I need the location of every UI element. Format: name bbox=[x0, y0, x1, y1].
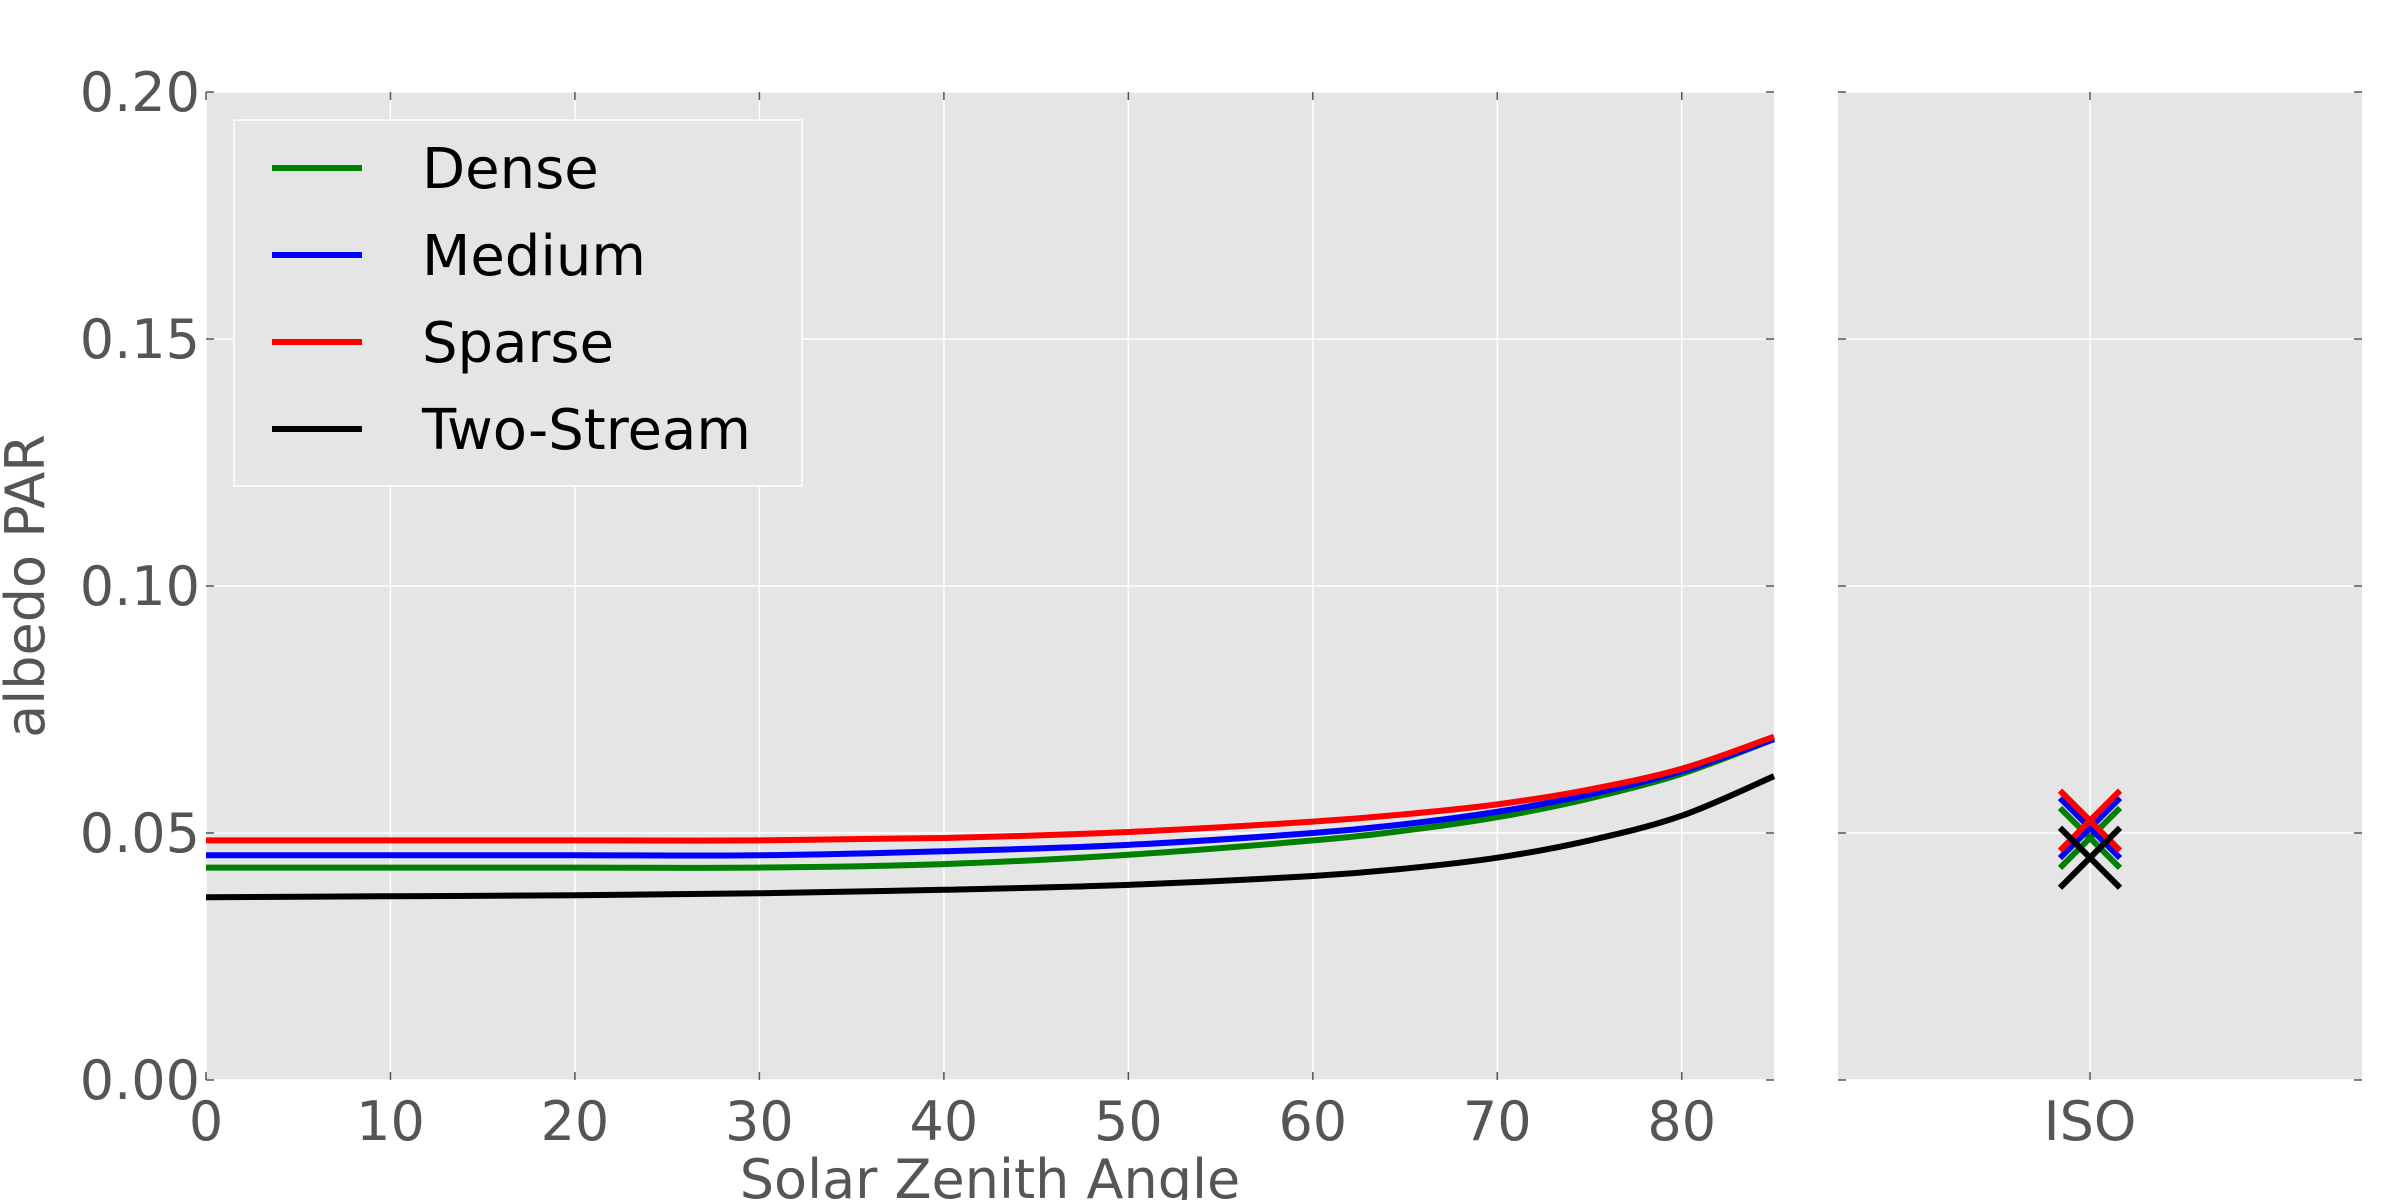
y-tick-label: 0.10 bbox=[80, 555, 200, 618]
x-tick-label: 50 bbox=[1094, 1090, 1163, 1153]
x-axis-label: Solar Zenith Angle bbox=[740, 1148, 1240, 1200]
x-tick-labels: 0 10 20 30 40 50 60 70 80 bbox=[189, 1090, 1716, 1153]
series-line-dense bbox=[206, 736, 1776, 871]
y-tick-labels: 0.00 0.05 0.10 0.15 0.20 bbox=[80, 61, 200, 1112]
legend-label-sparse: Sparse bbox=[422, 311, 614, 376]
y-tick-label: 0.05 bbox=[80, 802, 200, 865]
main-series bbox=[205, 733, 1776, 901]
iso-x-tick-label: ISO bbox=[2044, 1090, 2137, 1153]
main-plot: 0 10 20 30 40 50 60 70 80 0.00 0.05 0.10 0.15 0.20 S… bbox=[0, 61, 1776, 1200]
main-tick-marks bbox=[205, 91, 1774, 1081]
iso-markers bbox=[2057, 788, 2123, 890]
x-tick-label: 30 bbox=[725, 1090, 794, 1153]
iso-x-tick-labels: ISO bbox=[2044, 1090, 2137, 1153]
iso-marker-stroke bbox=[2057, 825, 2123, 890]
x-tick-label: 70 bbox=[1463, 1090, 1532, 1153]
series-line-medium bbox=[206, 736, 1775, 859]
iso-marker-dense bbox=[2057, 805, 2123, 871]
iso-marker-stroke bbox=[2057, 795, 2123, 861]
legend-label-medium: Medium bbox=[422, 224, 646, 289]
iso-marker-two-stream bbox=[2057, 825, 2123, 890]
y-tick-label: 0.15 bbox=[80, 308, 200, 371]
iso-marker-medium bbox=[2057, 795, 2123, 861]
x-tick-label: 0 bbox=[189, 1090, 223, 1153]
x-tick-label: 60 bbox=[1278, 1090, 1347, 1153]
series-line-two-stream bbox=[205, 773, 1776, 901]
legend-label-dense: Dense bbox=[422, 137, 599, 202]
legend: Dense Medium Sparse Two-Stream bbox=[233, 119, 803, 487]
x-tick-label: 40 bbox=[910, 1090, 979, 1153]
iso-marker-stroke bbox=[2057, 805, 2123, 871]
y-tick-label: 0.00 bbox=[80, 1049, 200, 1112]
y-tick-label: 0.20 bbox=[80, 61, 200, 124]
iso-grid bbox=[1838, 91, 2362, 1081]
series-line-sparse bbox=[206, 733, 1775, 844]
legend-label-two-stream: Two-Stream bbox=[421, 398, 751, 463]
x-tick-label: 10 bbox=[356, 1090, 425, 1153]
iso-tick-marks bbox=[1838, 91, 2362, 1081]
iso-plot: ISO bbox=[1838, 91, 2362, 1153]
y-axis-label: albedo PAR bbox=[0, 434, 57, 738]
legend-box bbox=[233, 119, 803, 487]
x-tick-label: 20 bbox=[541, 1090, 610, 1153]
x-tick-label: 80 bbox=[1647, 1090, 1716, 1153]
